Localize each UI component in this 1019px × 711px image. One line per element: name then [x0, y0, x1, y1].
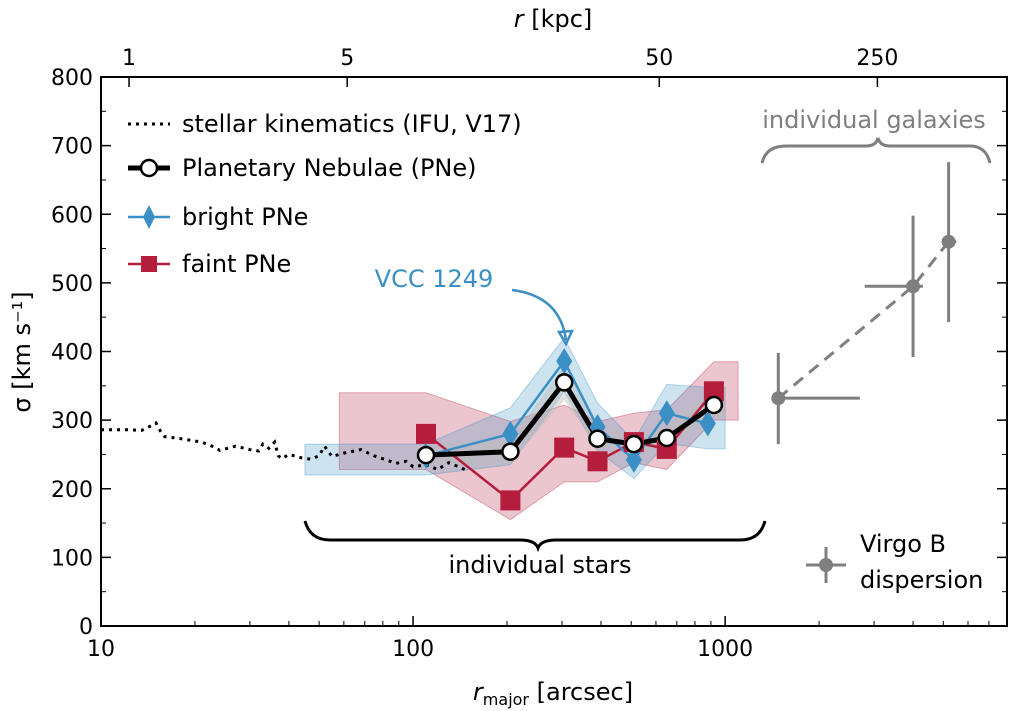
individual-galaxies-label: individual galaxies: [762, 106, 986, 134]
error-bands: [304, 336, 739, 521]
pne-point: [657, 428, 677, 448]
legend-item-faint: faint PNe: [128, 250, 291, 278]
top-tick-label: 250: [856, 46, 898, 71]
x-tick-label: 10: [87, 637, 115, 662]
faint-point: [587, 451, 608, 472]
top-axis-label: r [kpc]: [514, 5, 593, 33]
x-axis-label-main: r: [473, 678, 485, 706]
legend-marker-faint: [141, 256, 157, 272]
y-tick-label: 200: [51, 478, 93, 503]
bright-point: [625, 446, 642, 473]
legend-label-bright: bright PNe: [182, 203, 308, 231]
bright-point: [556, 348, 573, 375]
individual-galaxies-brace: [760, 137, 992, 164]
bright-point: [658, 400, 675, 427]
y-tick-label: 400: [51, 341, 93, 366]
vcc-label: VCC 1249: [375, 265, 494, 293]
y-tick-label: 0: [79, 615, 93, 640]
individual-stars-brace: [303, 520, 767, 553]
y-tick-label: 700: [51, 135, 93, 160]
legend-label-faint: faint PNe: [182, 250, 291, 278]
y-axis-label: σ [km s⁻¹]: [8, 291, 36, 412]
legend-marker-bright: [143, 205, 155, 229]
top-tick-label: 50: [645, 46, 673, 71]
vcc-arrowhead: [556, 329, 575, 347]
faint-point: [500, 490, 521, 511]
top-tick-label: 1: [122, 46, 136, 71]
axis-tick-labels: 0 100 200 300 400 500 600 700 800 10 100 1000 1 5 50 25…: [51, 46, 898, 662]
legend-label-stellar: stellar kinematics (IFU, V17): [182, 110, 522, 138]
x-tick-label: 1000: [697, 637, 753, 662]
pne-point: [416, 445, 436, 465]
top-axis-label-unit: [kpc]: [524, 5, 593, 33]
pne-point: [588, 429, 607, 448]
virgo-key: Virgo B dispersion: [806, 530, 983, 594]
virgo-point: [941, 234, 956, 249]
top-axis-label-main: r: [514, 5, 526, 33]
legend-item-pne: Planetary Nebulae (PNe): [128, 154, 477, 182]
legend: stellar kinematics (IFU, V17) Planetary …: [128, 110, 522, 278]
top-tick-label: 5: [340, 46, 354, 71]
virgo-key-marker: [819, 558, 833, 572]
y-tick-label: 800: [51, 66, 93, 91]
y-tick-label: 600: [51, 203, 93, 228]
individual-stars-label: individual stars: [448, 551, 631, 579]
virgo-key-label-2: dispersion: [860, 566, 983, 594]
legend-marker-pne: [139, 158, 159, 178]
faint-point: [703, 381, 724, 402]
y-tick-label: 500: [51, 272, 93, 297]
pne-point: [704, 395, 724, 415]
band-faint: [338, 361, 739, 521]
series-markers: [416, 162, 957, 511]
virgo-point: [771, 391, 786, 406]
pne-point: [554, 373, 574, 392]
x-axis-label: rmajor [arcsec]: [473, 678, 633, 709]
bright-point: [699, 410, 716, 437]
x-axis-label-sub: major: [483, 690, 530, 709]
x-tick-label: 100: [392, 637, 434, 662]
stellar-line: [101, 420, 469, 473]
y-tick-label: 100: [51, 546, 93, 571]
pne-point: [624, 434, 644, 454]
x-axis-label-unit: [arcsec]: [529, 678, 633, 706]
legend-label-pne: Planetary Nebulae (PNe): [182, 154, 477, 182]
axis-ticks: [100, 76, 1008, 627]
legend-item-bright: bright PNe: [128, 203, 308, 231]
y-tick-label: 300: [51, 409, 93, 434]
bright-point: [502, 420, 519, 447]
legend-item-stellar: stellar kinematics (IFU, V17): [128, 110, 522, 138]
faint-point: [554, 437, 575, 458]
virgo-line: [777, 240, 950, 400]
virgo-point: [906, 279, 921, 294]
pne-point: [501, 442, 520, 461]
virgo-key-label-1: Virgo B: [860, 530, 946, 558]
faint-point: [416, 423, 436, 444]
